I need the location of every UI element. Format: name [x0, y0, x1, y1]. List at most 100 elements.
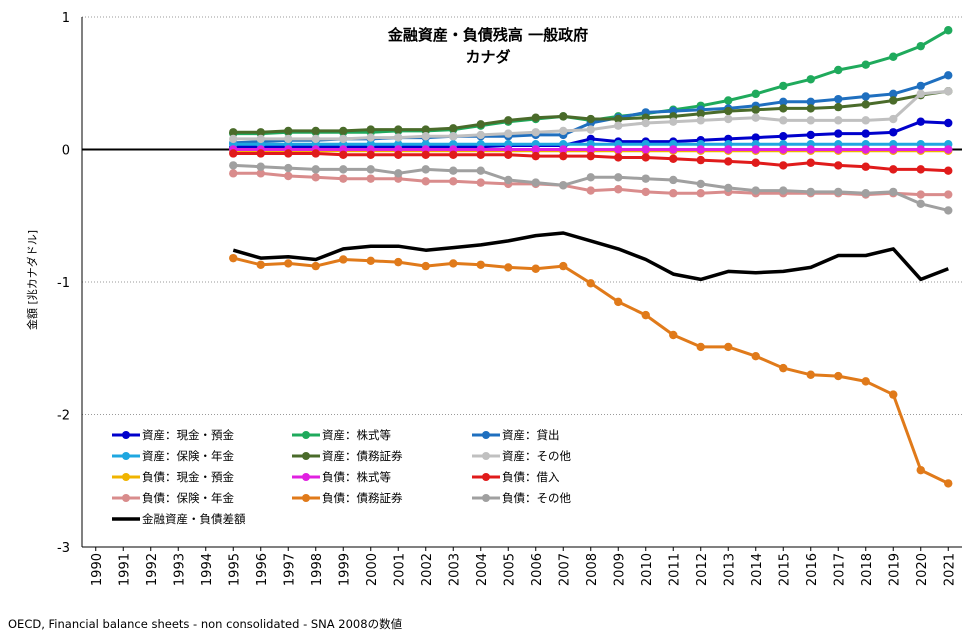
data-point: [724, 114, 733, 124]
legend-marker: [302, 431, 310, 439]
chart-subtitle: カナダ: [465, 48, 510, 66]
data-point: [641, 118, 650, 128]
legend-label: 負債：借入: [502, 470, 560, 484]
data-point: [586, 279, 595, 288]
legend-item: 負債：借入: [472, 470, 560, 484]
data-point: [861, 116, 870, 125]
data-point: [669, 154, 678, 163]
legend-label: 負債：その他: [502, 491, 571, 505]
legend-marker: [302, 452, 310, 460]
data-point: [614, 114, 623, 124]
data-point: [779, 161, 788, 170]
data-point: [586, 186, 595, 195]
y-axis-label: 金額 [兆カナダドル]: [25, 230, 39, 330]
data-point: [531, 178, 540, 187]
data-point: [229, 134, 238, 144]
data-point: [696, 189, 705, 198]
data-point: [256, 260, 265, 269]
x-tick-label: 1993: [172, 553, 187, 586]
data-point: [476, 120, 485, 129]
legend-item: 負債：現金・預金: [112, 470, 234, 484]
data-point: [916, 89, 925, 99]
data-point: [779, 186, 788, 195]
legend-label: 資産：現金・預金: [142, 428, 234, 442]
data-point: [641, 310, 650, 320]
x-tick-label: 1997: [282, 553, 297, 586]
data-point: [256, 149, 265, 158]
x-tick-label: 2014: [750, 553, 765, 586]
x-tick-label: 1995: [227, 553, 242, 586]
data-point: [724, 183, 733, 193]
y-tick-label: -1: [57, 276, 70, 291]
grid-layer: [82, 16, 962, 548]
data-point: [614, 185, 623, 194]
legend-marker: [122, 431, 130, 439]
data-point: [751, 352, 760, 361]
data-point: [944, 145, 953, 154]
data-point: [256, 128, 265, 137]
data-point: [586, 173, 595, 182]
data-point: [641, 174, 650, 183]
data-point: [586, 114, 595, 124]
data-point: [669, 189, 678, 198]
data-point: [421, 125, 430, 134]
legend-item: 資産：保険・年金: [112, 449, 234, 463]
data-point: [614, 297, 623, 307]
data-point: [504, 116, 513, 125]
data-point: [531, 151, 540, 161]
data-point: [449, 124, 458, 133]
data-point: [806, 97, 815, 107]
data-point: [751, 105, 760, 114]
data-point: [889, 128, 898, 137]
legend-item: 資産：債務証券: [292, 449, 403, 463]
legend-item: 負債：債務証券: [292, 491, 403, 505]
series-line: [232, 231, 949, 282]
data-point: [559, 112, 568, 121]
legend-marker: [482, 452, 490, 460]
data-point: [861, 60, 870, 69]
data-point: [504, 129, 513, 138]
data-point: [476, 178, 485, 187]
x-tick-label: 2019: [887, 553, 902, 586]
data-point: [641, 187, 650, 197]
data-point: [751, 158, 760, 167]
x-tick-label: 2020: [915, 553, 930, 586]
data-point: [339, 134, 348, 144]
data-point: [944, 71, 953, 80]
data-point: [916, 117, 925, 126]
legend-label: 資産：株式等: [322, 428, 391, 442]
data-point: [724, 157, 733, 166]
data-point: [311, 134, 320, 144]
x-tick-label: 2000: [365, 553, 380, 586]
data-point: [861, 162, 870, 171]
data-point: [834, 371, 843, 381]
data-point: [944, 166, 953, 175]
data-point: [421, 150, 430, 159]
x-tick-label: 2017: [832, 553, 847, 586]
data-point: [476, 130, 485, 140]
data-point: [889, 89, 898, 99]
legend-marker: [482, 431, 490, 439]
data-point: [944, 190, 953, 199]
data-point: [531, 145, 540, 154]
legend-item: 負債：その他: [472, 491, 571, 505]
legend-label: 資産：その他: [502, 449, 571, 463]
x-tick-label: 2011: [667, 553, 682, 586]
data-point: [779, 104, 788, 113]
data-point: [366, 125, 375, 134]
data-point: [559, 181, 568, 190]
data-point: [559, 151, 568, 161]
data-point: [449, 177, 458, 186]
data-point: [669, 175, 678, 185]
data-point: [696, 342, 705, 352]
data-point: [944, 206, 953, 215]
data-point: [559, 126, 568, 136]
data-point: [861, 129, 870, 138]
data-point: [696, 155, 705, 165]
data-point: [806, 130, 815, 140]
data-point: [806, 187, 815, 197]
series-5: [229, 87, 953, 144]
data-point: [256, 162, 265, 171]
legend-item: 資産：貸出: [472, 428, 560, 442]
